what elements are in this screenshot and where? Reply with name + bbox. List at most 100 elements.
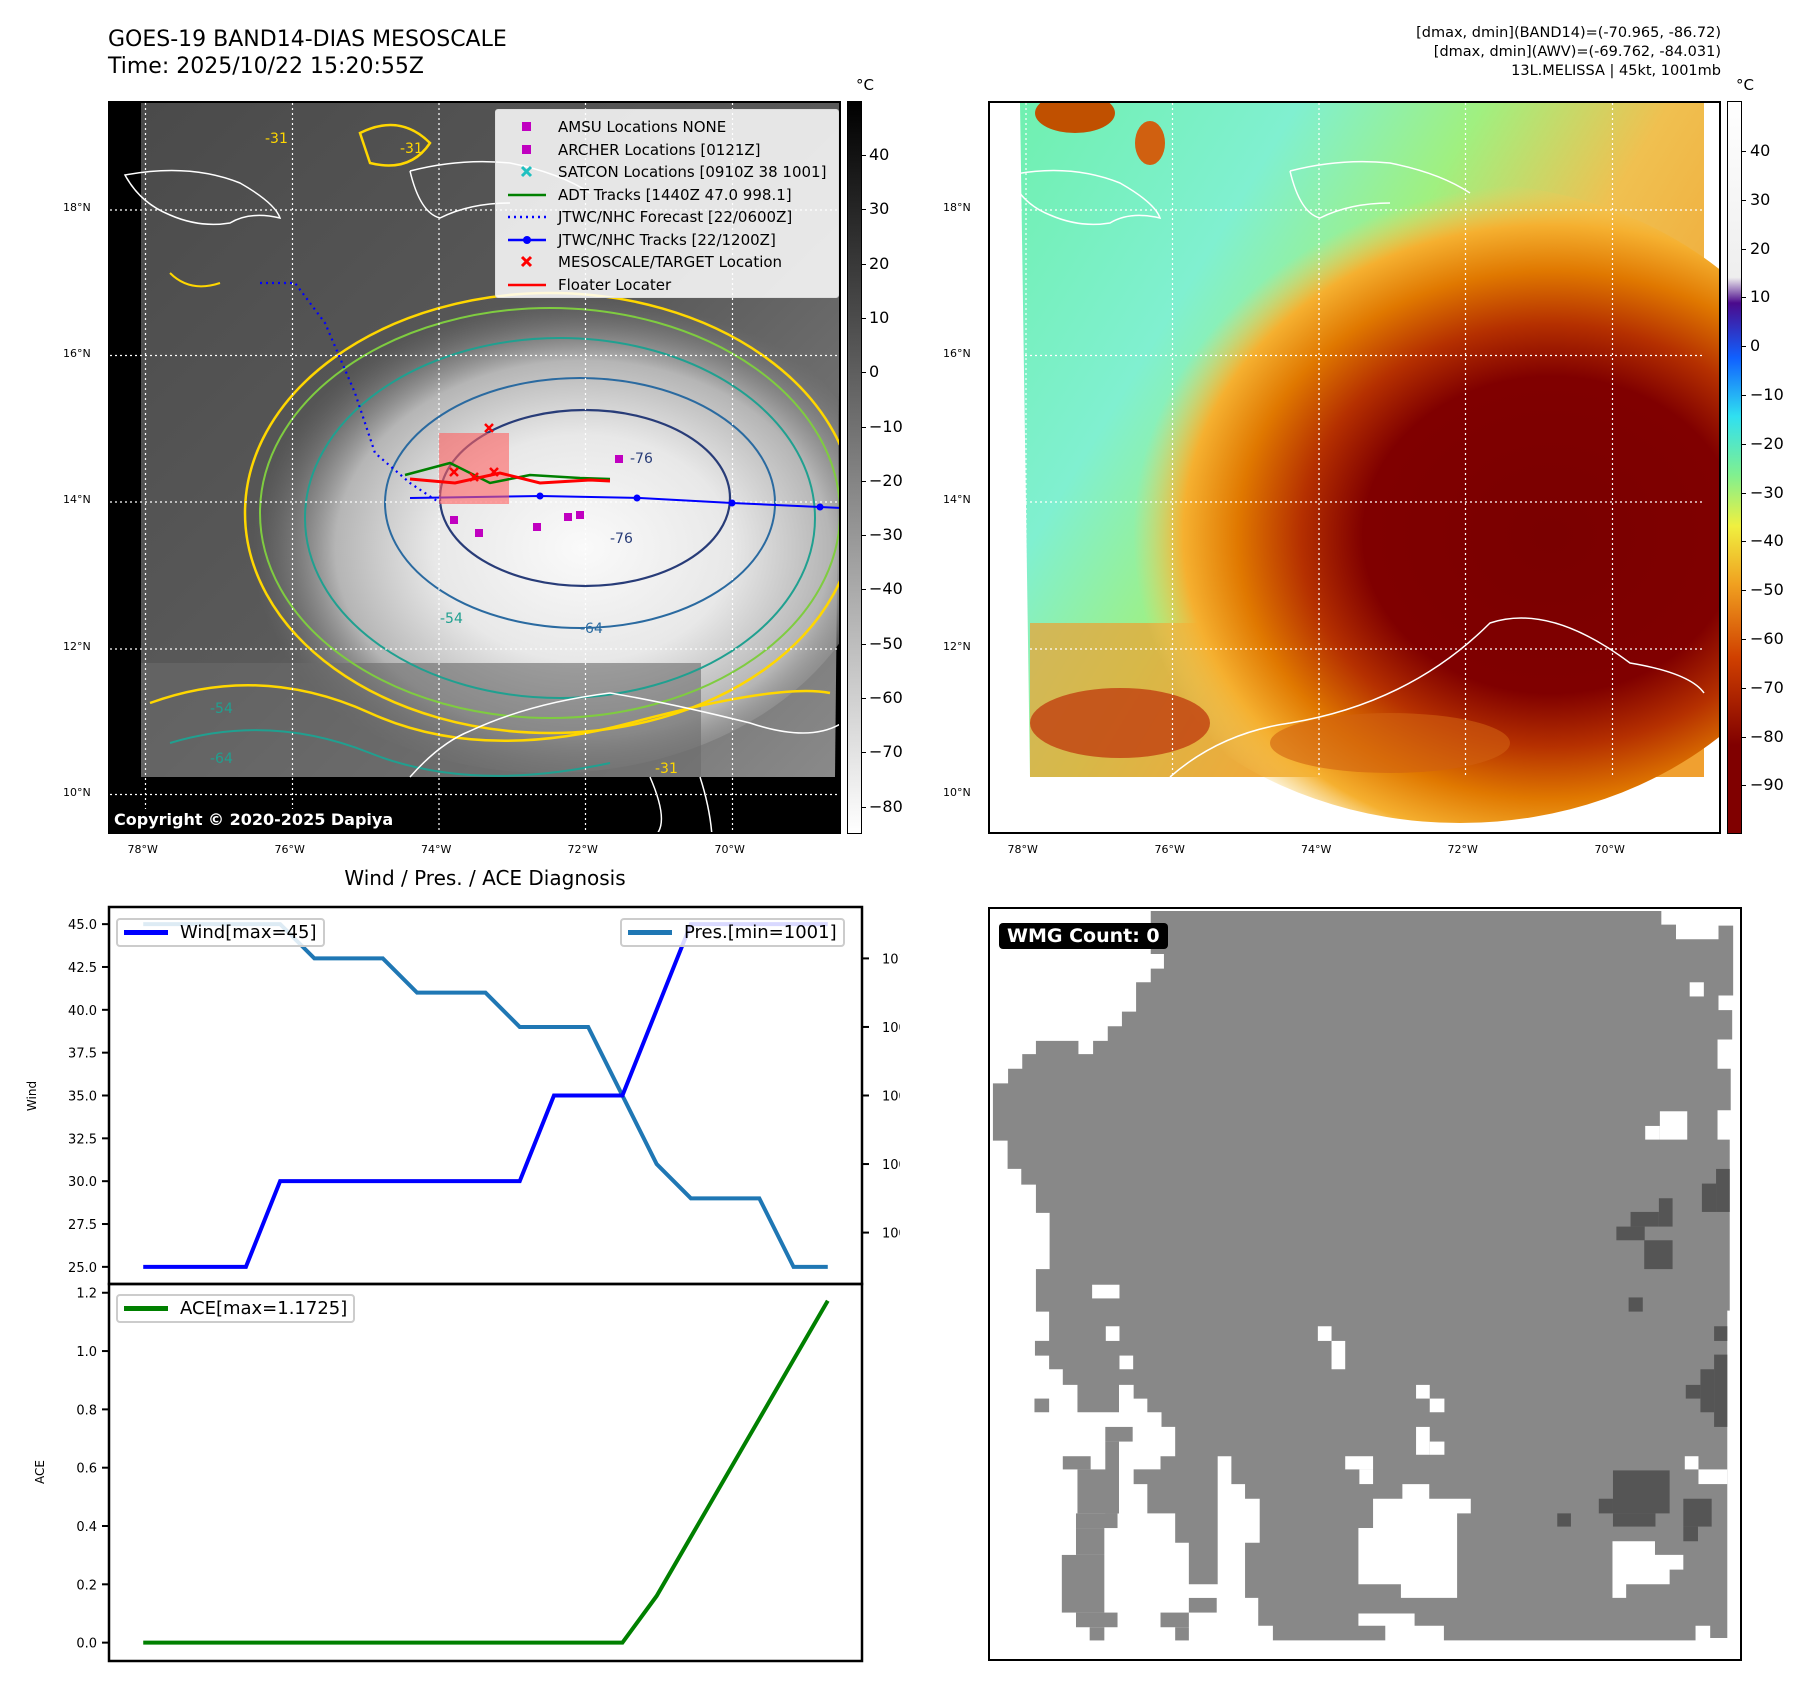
colorbar-tick-label: 30 — [1750, 189, 1771, 209]
figure-time: Time: 2025/10/22 15:20:55Z — [108, 54, 424, 79]
colorbar-tick — [1741, 590, 1746, 592]
y-tick-label: 25.0 — [68, 1261, 97, 1276]
colorbar-tick — [861, 263, 866, 265]
legend-item: MESOSCALE/TARGET Location — [508, 251, 782, 273]
lat-tick-label: 10°N — [943, 785, 971, 799]
colorbar-tick — [1741, 687, 1746, 689]
storm-info: 13L.MELISSA | 45kt, 1001mb — [1511, 63, 1721, 79]
colorbar-tick — [1741, 492, 1746, 494]
colorbar-tick — [1741, 785, 1746, 787]
colorbar-tick — [861, 698, 866, 699]
colorbar-tick-label: 0 — [869, 362, 880, 382]
colorbar-tick-label: 30 — [869, 199, 890, 219]
colorbar-tick — [861, 589, 866, 591]
wind-legend: Wind[max=45] — [116, 918, 325, 947]
colorbar-tick — [861, 643, 866, 645]
colorbar-tick — [1741, 346, 1746, 348]
legend-label: AMSU Locations NONE — [558, 118, 727, 136]
wind-pressure-axes — [107, 905, 864, 1286]
ace-legend-label: ACE[max=1.1725] — [180, 1298, 348, 1319]
lon-tick-label: 70°W — [714, 843, 745, 856]
square-marker-icon — [508, 117, 546, 137]
colorbar-tick — [1741, 151, 1746, 152]
colorbar-tick-label: 10 — [1750, 287, 1771, 307]
colorbar-tick — [1741, 443, 1746, 445]
contour-label: -64 — [580, 621, 603, 637]
y-tick-label: 0.8 — [76, 1403, 97, 1418]
lon-tick-label: 74°W — [421, 843, 452, 856]
legend-item: SATCON Locations [0910Z 38 1001] — [508, 161, 826, 183]
y-tick-label: 1006 — [882, 1090, 900, 1105]
colorbar-tick — [861, 317, 866, 319]
colorbar-tick-label: −10 — [1750, 385, 1784, 404]
legend-item: Floater Locater — [508, 274, 671, 296]
wind-line — [143, 922, 828, 1269]
lat-tick-label: 12°N — [63, 640, 91, 653]
y-tick-label: 0.4 — [76, 1520, 97, 1535]
legend-label: Floater Locater — [558, 275, 672, 294]
lat-tick-label: 18°N — [943, 201, 971, 214]
colorbar-tick-label: 40 — [869, 145, 890, 164]
awv-range: [dmax, dmin](AWV)=(-69.762, -84.031) — [1433, 44, 1721, 60]
cbar-left-unit: °C — [856, 76, 874, 94]
colorbar-tick-label: −80 — [1750, 726, 1784, 746]
colorbar-tick-label: 20 — [869, 253, 890, 273]
y-tick-label: 1008 — [882, 1021, 900, 1036]
colorbar-tick — [1741, 199, 1746, 201]
colorbar-tick — [1741, 639, 1746, 640]
colorbar-tick — [861, 155, 866, 156]
colorbar-tick-label: −40 — [869, 579, 903, 599]
band14-map: -31 -31 -54 -64 -76 -76 -54 -64 -31 AMSU… — [108, 101, 841, 834]
colorbar-tick — [1741, 297, 1746, 299]
y-tick-label: 1.2 — [76, 1287, 97, 1302]
lon-tick-label: 76°W — [274, 843, 305, 856]
colorbar-tick-label: 0 — [1750, 336, 1761, 356]
lat-tick-label: 12°N — [943, 640, 971, 653]
ace-axes — [107, 1282, 864, 1663]
colorbar-tick-label: −50 — [1750, 580, 1784, 600]
legend-item: JTWC/NHC Tracks [22/1200Z] — [508, 229, 776, 251]
line-dot-marker-icon — [508, 230, 546, 250]
colorbar-tick — [1741, 395, 1746, 396]
colorbar-left — [847, 101, 862, 834]
lat-tick-label: 18°N — [63, 201, 91, 214]
contour-label: -31 — [655, 761, 678, 777]
legend-label: ADT Tracks [1440Z 47.0 998.1] — [558, 185, 792, 204]
adt-track — [404, 461, 611, 485]
diagnosis-charts: 25.0 27.5 30.0 32.5 35.0 37.5 40.0 42.5 45.0 1002… — [25, 905, 900, 1663]
colorbar-tick — [1741, 248, 1746, 250]
wind-axis-label: Wind — [25, 1081, 39, 1111]
colorbar-tick — [861, 806, 866, 808]
x-marker-icon — [508, 252, 546, 272]
wmg-panel: WMG Count: 0 — [988, 907, 1742, 1661]
x-marker-icon — [508, 162, 546, 182]
wmg-grid — [992, 910, 1734, 1641]
y-tick-label: 0.2 — [76, 1578, 97, 1593]
ace-axis-label: ACE — [33, 1460, 47, 1484]
pressure-legend-line — [628, 930, 672, 935]
y-tick-label: 0.6 — [76, 1462, 97, 1477]
colorbar-tick — [861, 426, 866, 428]
colorbar-tick-label: −70 — [1750, 677, 1784, 697]
lon-tick-label: 76°W — [1154, 843, 1185, 856]
legend-item: AMSU Locations NONE — [508, 116, 726, 138]
chart-title: Wind / Pres. / ACE Diagnosis — [344, 866, 626, 890]
y-tick-label: 35.0 — [68, 1090, 97, 1105]
lon-tick-label: 78°W — [1007, 843, 1038, 856]
archer-markers — [450, 455, 623, 537]
lon-tick-label: 78°W — [127, 843, 158, 856]
lat-tick-label: 14°N — [943, 493, 971, 506]
line-marker-icon — [508, 275, 546, 295]
colorbar-tick-label: −70 — [869, 742, 903, 762]
y-tick-label: 1.0 — [76, 1345, 97, 1360]
colorbar-tick-label: −30 — [1750, 482, 1784, 502]
awv-image — [1009, 103, 1719, 823]
legend-label: MESOSCALE/TARGET Location — [558, 253, 783, 271]
lat-tick-label: 16°N — [943, 346, 971, 360]
ace-legend-line — [124, 1306, 168, 1311]
square-marker-icon — [508, 140, 546, 160]
colorbar-tick-label: −90 — [1750, 775, 1784, 795]
colorbar-tick-label: −80 — [869, 796, 903, 816]
y-tick-label: 0.0 — [76, 1637, 97, 1652]
